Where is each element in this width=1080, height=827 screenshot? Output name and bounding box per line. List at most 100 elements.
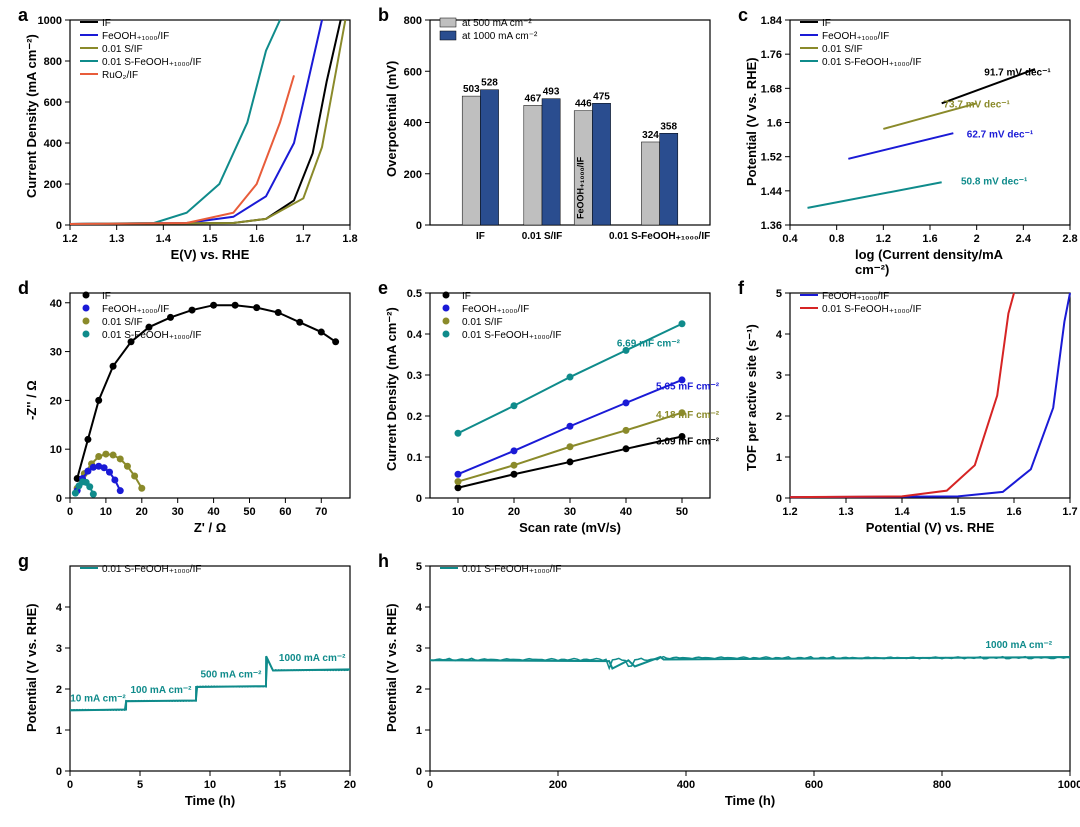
ylabel-b: Overpotential (mV) xyxy=(384,60,399,176)
legend-item: 0.01 S/IF xyxy=(102,317,143,328)
xlabel-e: Scan rate (mV/s) xyxy=(519,520,621,535)
svg-text:30: 30 xyxy=(50,347,62,359)
svg-text:1.6: 1.6 xyxy=(249,233,264,245)
svg-text:3: 3 xyxy=(416,643,422,655)
svg-text:30: 30 xyxy=(564,506,576,518)
svg-text:4: 4 xyxy=(776,329,783,341)
svg-text:1.2: 1.2 xyxy=(782,506,797,518)
svg-text:1.84: 1.84 xyxy=(761,15,783,27)
svg-text:600: 600 xyxy=(805,779,823,791)
plot-area-f: 1.21.31.41.51.61.7012345FeOOH₊₁₀₀₀/IF0.0… xyxy=(730,278,1080,543)
svg-text:200: 200 xyxy=(549,779,567,791)
legend-item: IF xyxy=(102,18,111,29)
svg-text:30: 30 xyxy=(172,506,184,518)
svg-text:10: 10 xyxy=(50,444,62,456)
panel-label-a: a xyxy=(18,5,28,26)
panel-g: g05101520012340.01 S-FeOOH₊₁₀₀₀/IF10 mA … xyxy=(10,551,360,816)
ylabel-e: Current Density (mA cm⁻²) xyxy=(384,307,400,471)
panel-h: h020040060080010000123450.01 S-FeOOH₊₁₀₀… xyxy=(370,551,1080,816)
plot-area-a: 1.21.31.41.51.61.71.802004006008001000IF… xyxy=(10,5,360,270)
svg-text:40: 40 xyxy=(50,298,62,310)
legend-item: 0.01 S-FeOOH₊₁₀₀₀/IF xyxy=(462,330,561,341)
legend-item: 0.01 S/IF xyxy=(822,44,863,55)
svg-text:446: 446 xyxy=(575,99,592,110)
ylabel-d: -Z'' / Ω xyxy=(24,380,39,420)
series-FeOOH xyxy=(848,133,953,159)
svg-text:70: 70 xyxy=(315,506,327,518)
plot-area-e: 102030405000.10.20.30.40.5IFFeOOH₊₁₀₀₀/I… xyxy=(370,278,720,543)
annotation: 1000 mA cm⁻² xyxy=(279,653,346,664)
xlabel-g: Time (h) xyxy=(185,793,235,808)
ylabel-c: Potential (V vs. RHE) xyxy=(744,57,759,186)
annotation: 62.7 mV dec⁻¹ xyxy=(967,129,1034,140)
panel-d: d010203040506070010203040IFFeOOH₊₁₀₀₀/IF… xyxy=(10,278,360,543)
noisy-line xyxy=(430,657,1070,669)
svg-text:15: 15 xyxy=(274,779,286,791)
annotation: 91.7 mV dec⁻¹ xyxy=(984,68,1051,79)
svg-text:1.3: 1.3 xyxy=(109,233,124,245)
svg-text:503: 503 xyxy=(463,84,480,95)
ylabel-f: TOF per active site (s⁻¹) xyxy=(744,324,760,471)
svg-text:2.4: 2.4 xyxy=(1016,233,1032,245)
svg-text:0.4: 0.4 xyxy=(782,233,798,245)
svg-text:40: 40 xyxy=(620,506,632,518)
series-RuO2 xyxy=(70,75,294,224)
svg-text:20: 20 xyxy=(508,506,520,518)
legend-item: 0.01 S-FeOOH₊₁₀₀₀/IF xyxy=(102,564,201,575)
svg-text:20: 20 xyxy=(136,506,148,518)
panel-label-h: h xyxy=(378,551,389,572)
annotation: 50.8 mV dec⁻¹ xyxy=(961,176,1028,187)
svg-text:600: 600 xyxy=(404,66,422,78)
svg-text:400: 400 xyxy=(677,779,695,791)
svg-text:10: 10 xyxy=(204,779,216,791)
svg-text:60: 60 xyxy=(279,506,291,518)
svg-text:50: 50 xyxy=(676,506,688,518)
svg-text:1.2: 1.2 xyxy=(876,233,891,245)
plot-area-c: 0.40.81.21.622.42.81.361.441.521.61.681.… xyxy=(730,5,1080,270)
svg-text:1.68: 1.68 xyxy=(761,83,782,95)
svg-text:1: 1 xyxy=(416,725,422,737)
panel-label-g: g xyxy=(18,551,29,572)
svg-text:467: 467 xyxy=(525,93,542,104)
legend-item: at 500 mA cm⁻² xyxy=(462,18,532,29)
svg-text:3: 3 xyxy=(56,643,62,655)
legend-item: 0.01 S/IF xyxy=(462,317,503,328)
legend-item: 0.01 S/IF xyxy=(102,44,143,55)
svg-text:2.8: 2.8 xyxy=(1062,233,1077,245)
svg-text:800: 800 xyxy=(44,56,62,68)
svg-text:1.2: 1.2 xyxy=(62,233,77,245)
svg-text:10: 10 xyxy=(452,506,464,518)
legend-item: 0.01 S-FeOOH₊₁₀₀₀/IF xyxy=(822,57,921,68)
svg-text:0.2: 0.2 xyxy=(407,411,422,423)
svg-text:0.1: 0.1 xyxy=(407,452,422,464)
svg-text:50: 50 xyxy=(243,506,255,518)
panel-b: b0200400600800at 500 mA cm⁻²at 1000 mA c… xyxy=(370,5,720,270)
panel-label-b: b xyxy=(378,5,389,26)
svg-text:1.3: 1.3 xyxy=(838,506,853,518)
svg-text:4: 4 xyxy=(56,602,63,614)
svg-text:0: 0 xyxy=(776,493,782,505)
svg-text:10: 10 xyxy=(100,506,112,518)
legend-item: FeOOH₊₁₀₀₀/IF xyxy=(102,304,169,315)
ylabel-h: Potential (V vs. RHE) xyxy=(384,603,399,732)
svg-text:IF: IF xyxy=(476,231,485,242)
panel-f: f1.21.31.41.51.61.7012345FeOOH₊₁₀₀₀/IF0.… xyxy=(730,278,1080,543)
svg-text:1.4: 1.4 xyxy=(156,233,172,245)
svg-text:5: 5 xyxy=(137,779,143,791)
annotation: 1000 mA cm⁻² xyxy=(985,640,1052,651)
plot-area-b: 0200400600800at 500 mA cm⁻²at 1000 mA cm… xyxy=(370,5,720,270)
svg-text:1: 1 xyxy=(776,452,782,464)
svg-text:800: 800 xyxy=(404,15,422,27)
svg-text:0: 0 xyxy=(56,220,62,232)
svg-text:2: 2 xyxy=(974,233,980,245)
svg-text:20: 20 xyxy=(344,779,356,791)
svg-text:400: 400 xyxy=(44,138,62,150)
svg-text:1.76: 1.76 xyxy=(761,49,782,61)
svg-text:1.6: 1.6 xyxy=(767,118,782,130)
legend-item: 0.01 S-FeOOH₊₁₀₀₀/IF xyxy=(102,57,201,68)
svg-text:1.5: 1.5 xyxy=(202,233,217,245)
svg-text:200: 200 xyxy=(404,169,422,181)
legend-item: FeOOH₊₁₀₀₀/IF xyxy=(102,31,169,42)
legend-item: 0.01 S-FeOOH₊₁₀₀₀/IF xyxy=(822,304,921,315)
legend-item: IF xyxy=(102,291,111,302)
